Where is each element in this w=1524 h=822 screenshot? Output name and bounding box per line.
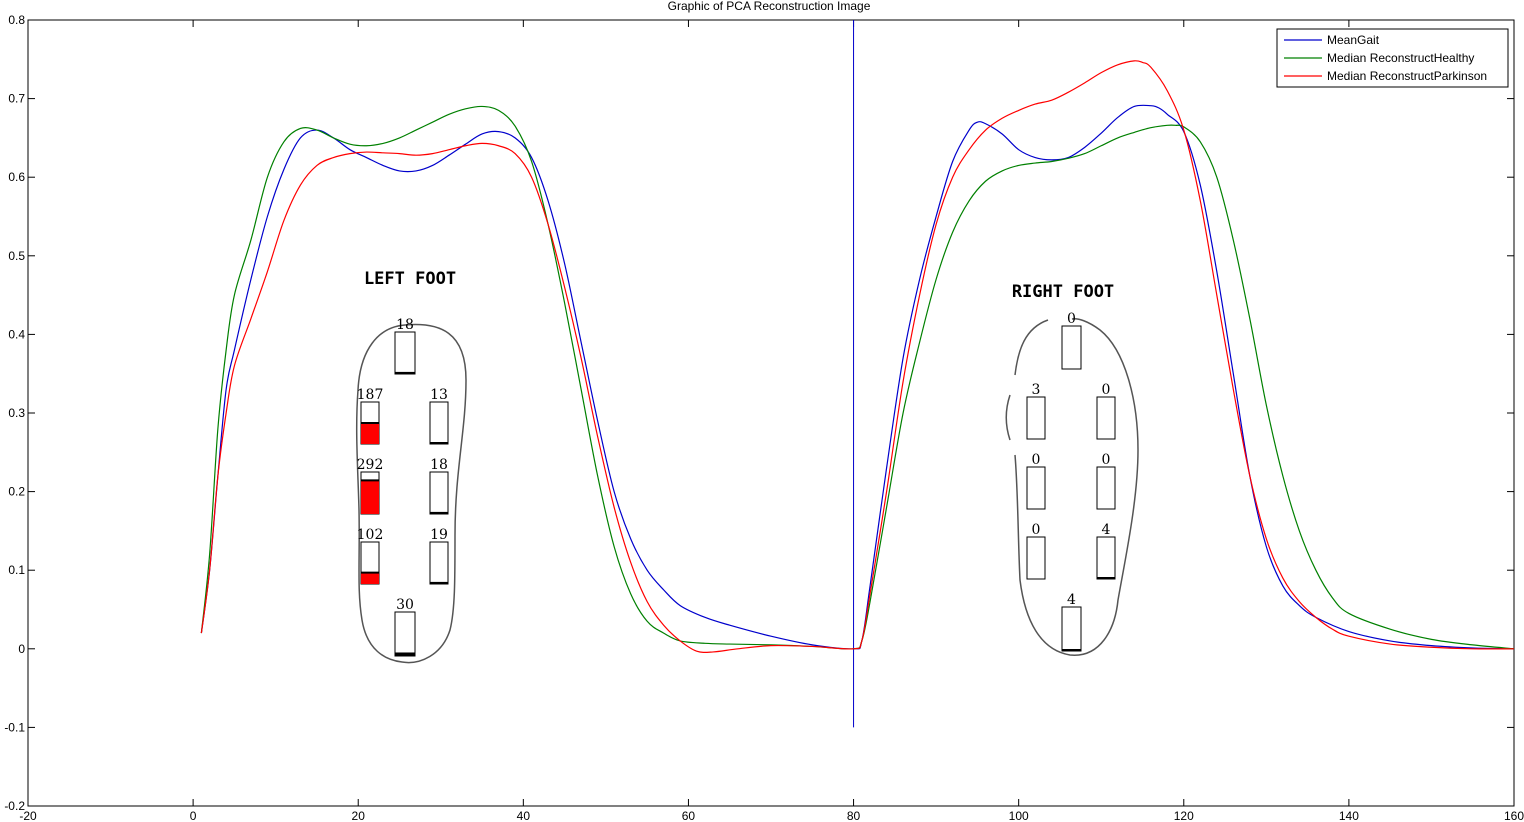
foot-outline — [1005, 318, 1139, 656]
series-lines — [200, 60, 1515, 653]
x-tick-label: 160 — [1504, 809, 1524, 822]
sensor-fill — [430, 511, 448, 514]
sensor-value: 4 — [1102, 522, 1111, 538]
sensor-value: 19 — [430, 527, 448, 543]
y-tick-label: 0.8 — [8, 13, 25, 27]
foot-outline — [355, 323, 467, 664]
sensor-value: 0 — [1032, 522, 1041, 538]
sensor-fill — [361, 423, 379, 444]
foot-title: LEFT FOOT — [364, 269, 456, 289]
y-tick-label: -0.2 — [4, 799, 25, 813]
sensor-box — [1026, 396, 1046, 440]
sensor-fill — [430, 581, 448, 584]
y-tick-label: 0.3 — [8, 406, 25, 420]
x-tick-label: 100 — [1009, 809, 1029, 822]
foot-diagram-2: RIGHT FOOT 0 3 0 0 0 0 4 4 — [1005, 282, 1139, 656]
sensor-box — [1096, 396, 1116, 440]
legend-entry: MeanGait — [1327, 33, 1380, 47]
foot-title: RIGHT FOOT — [1012, 282, 1114, 302]
sensor-box — [1026, 466, 1046, 510]
y-tick-label: 0.7 — [8, 92, 25, 106]
sensor-fill — [361, 480, 379, 514]
x-tick-label: 60 — [682, 809, 696, 822]
sensor-box — [429, 471, 449, 515]
sensor-value: 0 — [1067, 311, 1076, 327]
sensor-fill — [361, 572, 379, 584]
sensor-box — [1061, 325, 1082, 370]
x-tick-label: 120 — [1174, 809, 1194, 822]
sensor-fill — [1062, 649, 1081, 651]
x-tick-label: 0 — [190, 809, 197, 822]
sensor-value: 30 — [396, 597, 414, 613]
y-tick-label: -0.1 — [4, 720, 25, 734]
plot-area — [27, 19, 1515, 807]
sensor-box — [429, 401, 449, 445]
sensor-fill — [395, 371, 415, 374]
sensor-box — [429, 541, 449, 585]
x-tick-label: 20 — [352, 809, 366, 822]
sensor-value: 0 — [1032, 452, 1041, 468]
y-tick-label: 0.4 — [8, 327, 25, 341]
y-tick-label: 0.6 — [8, 170, 25, 184]
sensor-value: 3 — [1032, 382, 1041, 398]
sensor-value: 4 — [1067, 592, 1076, 608]
y-tick-label: 0 — [18, 642, 25, 656]
sensor-value: 187 — [357, 387, 384, 403]
x-tick-label: -20 — [19, 809, 37, 822]
axis-ticks: -20 0 20 40 60 80 100 120 140 160-0.2-0.100.10.20… — [4, 13, 1524, 822]
chart-title: Graphic of PCA Reconstruction Image — [668, 0, 871, 13]
sensor-value: 18 — [396, 317, 414, 333]
x-tick-label: 40 — [517, 809, 531, 822]
sensor-box — [394, 611, 416, 657]
sensor-value: 18 — [430, 457, 448, 473]
sensor-fill — [1097, 577, 1115, 579]
sensor-fill — [395, 652, 415, 656]
sensor-box — [1061, 606, 1082, 652]
sensor-box — [1096, 536, 1116, 580]
y-tick-label: 0.2 — [8, 485, 25, 499]
sensor-box — [1096, 466, 1116, 510]
series-line-3 — [200, 60, 1515, 653]
sensor-box — [1026, 536, 1046, 580]
y-tick-label: 0.1 — [8, 563, 25, 577]
legend: MeanGait Median ReconstructHealthy Median … — [1276, 28, 1509, 88]
y-tick-label: 0.5 — [8, 249, 25, 263]
sensor-fill — [430, 442, 448, 444]
sensor-box — [394, 331, 416, 375]
sensor-value: 102 — [357, 527, 384, 543]
x-tick-label: 80 — [847, 809, 861, 822]
sensor-value: 0 — [1102, 452, 1111, 468]
legend-entry: Median ReconstructParkinson — [1327, 69, 1487, 83]
sensor-value: 13 — [430, 387, 448, 403]
x-tick-label: 140 — [1339, 809, 1359, 822]
legend-entry: Median ReconstructHealthy — [1327, 51, 1474, 65]
sensor-value: 0 — [1102, 382, 1111, 398]
foot-diagram-1: LEFT FOOT 18 187 13 292 18 102 19 30 — [355, 269, 467, 664]
sensor-value: 292 — [357, 457, 384, 473]
